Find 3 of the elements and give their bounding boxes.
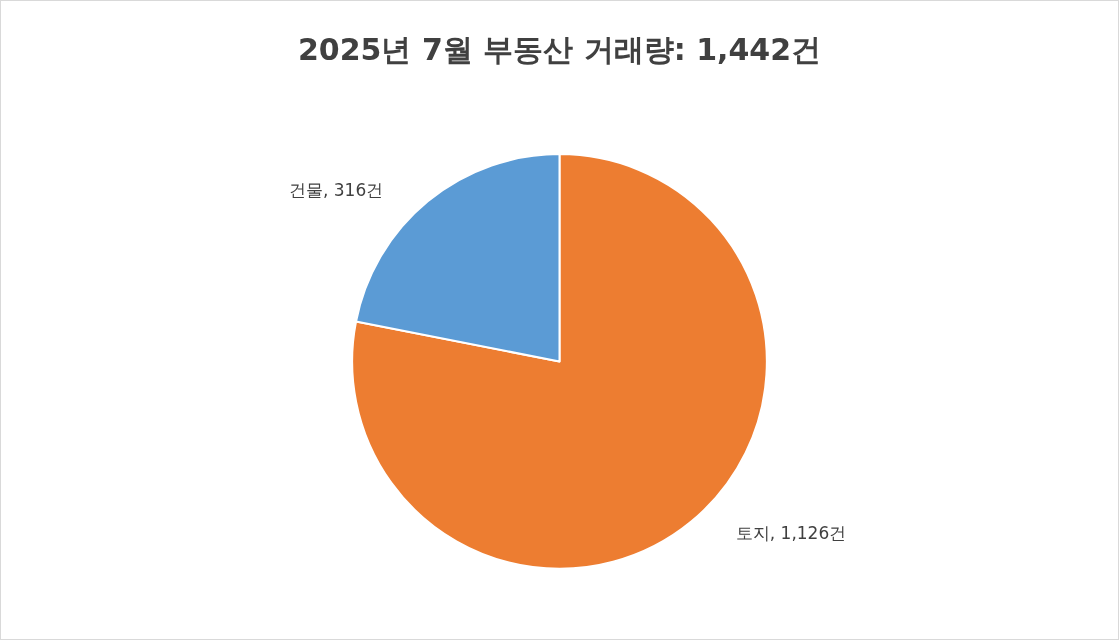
slice-label: 건물, 316건 <box>288 179 384 200</box>
chart-title: 2025년 7월 부동산 거래량: 1,442건 <box>297 31 822 67</box>
slice-label: 토지, 1,126건 <box>735 523 847 544</box>
